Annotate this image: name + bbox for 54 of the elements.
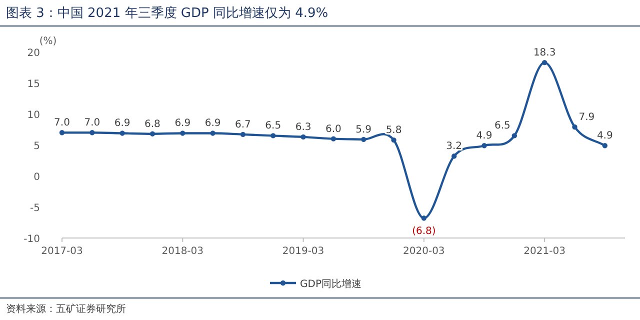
data-label: 6.9 [174, 118, 191, 130]
data-label: 6.5 [265, 120, 282, 132]
legend-label: GDP同比增速 [300, 278, 362, 290]
x-tick-label: 2019-03 [282, 246, 324, 257]
point [210, 130, 216, 136]
y-tick-label: -5 [30, 203, 40, 214]
point [330, 136, 336, 142]
point [542, 60, 548, 66]
point [451, 154, 457, 159]
y-axis-title: (%) [39, 36, 57, 47]
point [300, 134, 306, 140]
x-tick-label: 2020-03 [403, 246, 445, 257]
x-tick-label: 2017-03 [41, 246, 83, 257]
point [512, 133, 518, 138]
data-label: 4.9 [596, 130, 613, 142]
point [482, 143, 487, 148]
data-label: 5.8 [386, 125, 402, 136]
y-tick-label: 10 [27, 110, 40, 121]
data-label: 18.3 [533, 48, 556, 59]
data-label: 6.3 [295, 122, 312, 133]
point [240, 132, 246, 138]
data-label: (6.8) [412, 226, 436, 238]
data-label: 4.9 [476, 130, 492, 142]
y-tick-label: 0 [34, 172, 40, 183]
point [270, 133, 276, 138]
y-tick-label: 20 [27, 48, 40, 59]
data-label: 3.2 [446, 141, 462, 152]
chart-title: 图表 3：中国 2021 年三季度 GDP 同比增速仅为 4.9% [6, 5, 328, 21]
point [602, 143, 608, 148]
data-label: 6.8 [144, 118, 160, 130]
y-tick-label: 15 [27, 79, 40, 90]
data-label: 6.9 [204, 118, 221, 130]
x-tick-label: 2018-03 [162, 246, 204, 257]
data-label: 6.7 [235, 119, 251, 130]
point [421, 216, 427, 221]
point [572, 124, 578, 130]
data-label: 7.9 [578, 112, 595, 124]
data-label: 6.5 [494, 120, 510, 132]
point [150, 131, 156, 136]
data-label: 6.0 [325, 124, 342, 135]
data-label: 5.9 [356, 124, 372, 136]
point [90, 130, 95, 136]
y-tick-label: -10 [24, 234, 40, 245]
data-label: 7.0 [84, 118, 100, 129]
y-tick-label: 5 [34, 141, 40, 152]
point [120, 130, 125, 136]
point [180, 130, 186, 136]
text: 资料来源：五矿证券研究所 [6, 303, 126, 315]
point [391, 137, 396, 143]
point [59, 130, 65, 136]
data-label: 7.0 [54, 118, 70, 129]
point [361, 136, 366, 142]
x-tick-label: 2021-03 [524, 246, 566, 257]
data-label: 6.9 [114, 118, 130, 130]
